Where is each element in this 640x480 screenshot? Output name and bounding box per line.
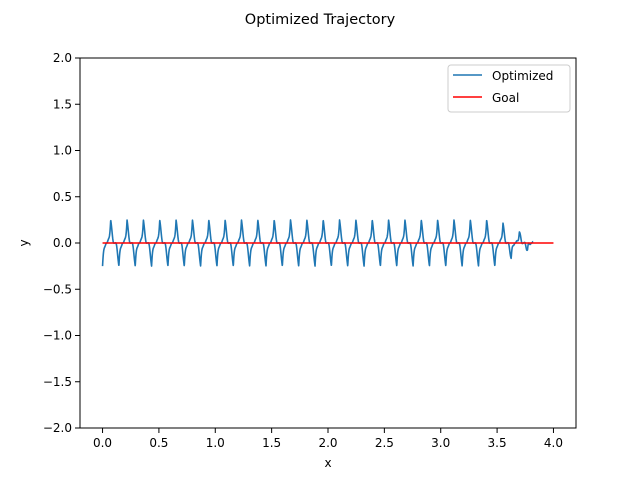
x-tick-label: 2.5 — [375, 436, 394, 450]
y-axis: −2.0 −1.5 −1.0 −0.5 0.0 0.5 1.0 1.5 2.0 — [43, 51, 80, 435]
y-tick-label: 2.0 — [53, 51, 72, 65]
y-tick-label: −0.5 — [43, 282, 72, 296]
y-tick-label: −1.5 — [43, 375, 72, 389]
x-tick-label: 1.0 — [206, 436, 225, 450]
plot-lines — [101, 219, 554, 267]
y-tick-label: 1.0 — [53, 144, 72, 158]
x-tick-label: 0.5 — [149, 436, 168, 450]
y-axis-label: y — [17, 239, 31, 246]
legend-label-optimized: Optimized — [492, 69, 553, 83]
x-tick-label: 3.0 — [431, 436, 450, 450]
series-optimized-line — [101, 219, 534, 267]
chart-title: Optimized Trajectory — [245, 12, 396, 28]
legend-box — [447, 64, 571, 113]
x-axis: 0.0 0.5 1.0 1.5 2.0 2.5 3.0 3.5 4.0 — [93, 428, 563, 450]
x-tick-label: 2.0 — [318, 436, 337, 450]
y-tick-label: 1.5 — [53, 97, 72, 111]
y-tick-label: 0.0 — [53, 236, 72, 250]
y-tick-label: 0.5 — [53, 190, 72, 204]
y-tick-label: −1.0 — [43, 329, 72, 343]
legend: Optimized Goal — [447, 64, 571, 113]
x-tick-label: 0.0 — [93, 436, 112, 450]
x-tick-label: 3.5 — [488, 436, 507, 450]
legend-label-goal: Goal — [492, 91, 519, 105]
y-tick-label: −2.0 — [43, 421, 72, 435]
x-tick-label: 4.0 — [544, 436, 563, 450]
x-axis-label: x — [324, 456, 331, 470]
x-tick-label: 1.5 — [262, 436, 281, 450]
